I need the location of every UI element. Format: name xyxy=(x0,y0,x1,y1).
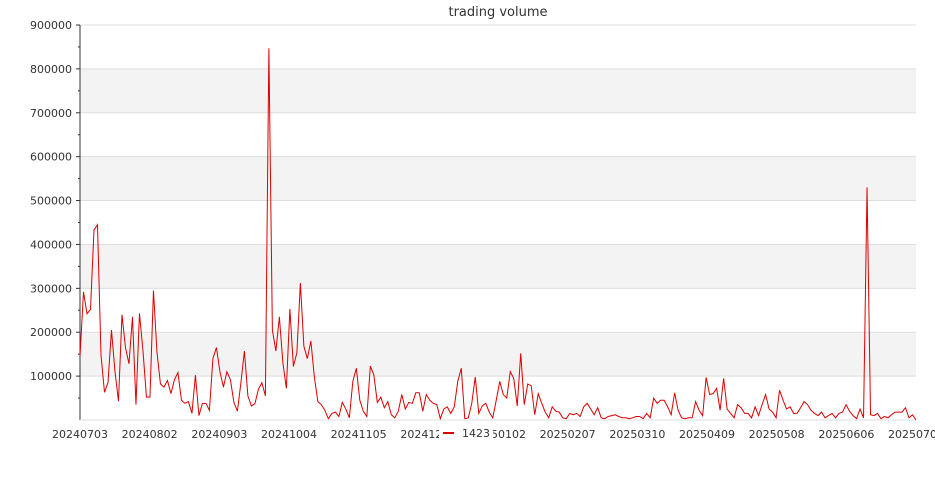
y-tick-label: 200000 xyxy=(30,326,72,339)
y-tick-label: 900000 xyxy=(30,19,72,32)
gridlines xyxy=(80,24,916,377)
legend-background xyxy=(439,423,493,438)
y-tick-label: 100000 xyxy=(30,370,72,383)
y-tick-label: 700000 xyxy=(30,107,72,120)
x-tick-label: 20240903 xyxy=(191,428,247,441)
x-tick-label: 20240703 xyxy=(52,428,108,441)
series-line-1423 xyxy=(79,48,917,421)
y-tick-label: 400000 xyxy=(30,238,72,251)
legend-label: 1423 xyxy=(462,427,490,440)
x-tick-label: 20250606 xyxy=(818,428,874,441)
x-tick-label: 20250508 xyxy=(749,428,805,441)
grid-band xyxy=(80,68,916,113)
y-tick-label: 500000 xyxy=(30,195,72,208)
x-tick-label: 20240802 xyxy=(122,428,178,441)
background-bands xyxy=(80,68,916,377)
grid-band xyxy=(80,332,916,377)
x-tick-label: 20241105 xyxy=(331,428,387,441)
x-tick-label: 20250409 xyxy=(679,428,735,441)
y-tick-label: 300000 xyxy=(30,282,72,295)
y-tick-label: 800000 xyxy=(30,63,72,76)
legend: 1423 xyxy=(439,423,493,440)
x-tick-label: 20241004 xyxy=(261,428,317,441)
x-tick-label: 20250207 xyxy=(540,428,596,441)
x-tick-label: 20250707 xyxy=(888,428,935,441)
chart-title: trading volume xyxy=(448,5,547,20)
grid-band xyxy=(80,244,916,289)
x-tick-label: 20250310 xyxy=(609,428,665,441)
y-axis-ticks: 100000 200000 300000 400000 500000 600000 7000… xyxy=(30,19,80,399)
x-axis-ticks: 20240703 20240802 20240903 20241004 20241105… xyxy=(52,428,935,441)
grid-band xyxy=(80,156,916,201)
y-tick-label: 600000 xyxy=(30,151,72,164)
